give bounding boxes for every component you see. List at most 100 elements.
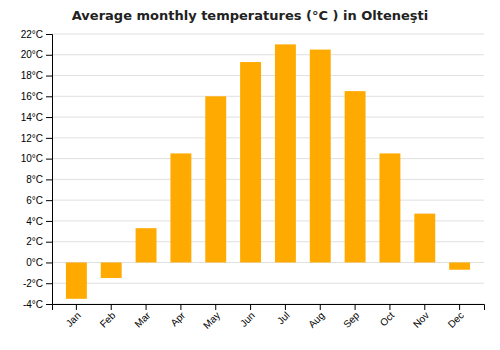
y-tick-mark <box>46 55 52 56</box>
y-tick-label: 4°C <box>26 216 43 227</box>
x-tick: Apr <box>168 304 187 328</box>
y-tick: 18°C <box>21 70 52 81</box>
y-tick-label: 14°C <box>21 112 43 123</box>
y-tick: 2°C <box>26 236 52 247</box>
y-tick: -2°C <box>23 278 52 289</box>
chart-container: -4°C -2°C 0°C 2°C 4°C 6°C 8°C 10°C 12°C 14°C 16°C 1… <box>0 0 500 350</box>
y-tick-label: 6°C <box>26 195 43 206</box>
x-tick-label: Dec <box>446 310 466 330</box>
bar <box>101 262 122 278</box>
x-tick: Oct <box>378 304 397 328</box>
y-tick-label: 22°C <box>21 29 43 40</box>
x-tick-label: Sep <box>341 309 362 330</box>
y-tick-label: 18°C <box>21 70 43 81</box>
y-tick: -4°C <box>23 299 52 310</box>
x-tick-label: Oct <box>378 310 397 329</box>
x-axis-line <box>53 305 485 311</box>
grid-line <box>52 54 484 55</box>
y-tick: 4°C <box>26 216 52 227</box>
y-axis: -4°C -2°C 0°C 2°C 4°C 6°C 8°C 10°C 12°C 14°C 16°C 1… <box>21 29 53 310</box>
y-tick: 12°C <box>21 133 52 144</box>
y-tick-label: 2°C <box>26 236 43 247</box>
grid-line <box>52 34 484 35</box>
y-tick-label: 16°C <box>21 91 43 102</box>
y-tick-label: 10°C <box>21 153 43 164</box>
y-tick: 0°C <box>26 257 52 268</box>
y-tick-mark <box>46 262 52 263</box>
y-tick-mark <box>46 76 52 77</box>
bar <box>345 91 366 262</box>
x-tick-label: Aug <box>306 310 326 330</box>
x-tick: Dec <box>446 304 466 330</box>
y-axis-line <box>46 35 53 305</box>
y-tick: 6°C <box>26 195 52 206</box>
y-tick-mark <box>46 242 52 243</box>
y-tick-mark <box>46 34 52 35</box>
x-tick-label: May <box>201 310 222 331</box>
x-tick: May <box>201 304 222 331</box>
x-tick-label: Feb <box>98 309 118 329</box>
x-tick: Jul <box>275 304 292 326</box>
grid <box>52 34 484 304</box>
bar <box>449 262 470 269</box>
grid-line <box>52 75 484 76</box>
grid-line <box>52 137 484 138</box>
x-tick: Mar <box>132 304 152 330</box>
y-tick-label: 8°C <box>26 174 43 185</box>
x-tick-label: Jun <box>238 310 257 329</box>
x-tick-mark <box>146 304 147 310</box>
y-tick-mark <box>46 179 52 180</box>
bar <box>170 153 191 262</box>
grid-line <box>52 158 484 159</box>
bar <box>66 262 87 298</box>
x-tick: Aug <box>306 304 326 330</box>
y-tick: 20°C <box>21 49 52 60</box>
y-tick-label: -2°C <box>23 278 43 289</box>
y-tick-label: -4°C <box>23 299 43 310</box>
x-tick: Nov <box>411 304 431 330</box>
x-tick: Feb <box>98 304 118 330</box>
x-tick-mark <box>389 304 390 310</box>
bar <box>310 50 331 263</box>
x-tick: Sep <box>341 304 362 330</box>
x-tick-label: Apr <box>168 309 187 328</box>
y-tick-label: 12°C <box>21 133 43 144</box>
bars <box>66 44 470 298</box>
x-tick-mark <box>215 304 216 310</box>
plot: -4°C -2°C 0°C 2°C 4°C 6°C 8°C 10°C 12°C 14°C 16°C 1… <box>21 29 485 331</box>
x-axis: Jan Feb Mar Apr May Jun Jul Aug Sep Oct Nov Dec <box>53 304 485 331</box>
y-tick: 22°C <box>21 29 52 40</box>
bar <box>205 96 226 262</box>
chart-svg: -4°C -2°C 0°C 2°C 4°C 6°C 8°C 10°C 12°C 14°C 16°C 1… <box>0 0 500 350</box>
grid-line <box>52 96 484 97</box>
y-tick-mark <box>46 96 52 97</box>
x-tick: Jun <box>238 304 257 329</box>
y-tick-mark <box>46 283 52 284</box>
y-tick: 10°C <box>21 153 52 164</box>
y-tick-mark <box>46 304 52 305</box>
y-tick-mark <box>46 221 52 222</box>
x-tick-mark <box>424 304 425 310</box>
bar <box>240 62 261 262</box>
x-tick-mark <box>250 304 251 310</box>
y-tick-mark <box>46 117 52 118</box>
bar <box>379 153 400 262</box>
x-tick-mark <box>355 304 356 310</box>
x-tick-mark <box>180 304 181 310</box>
y-tick-label: 0°C <box>26 257 43 268</box>
y-tick-mark <box>46 138 52 139</box>
x-tick-mark <box>285 304 286 310</box>
x-tick: Jan <box>64 304 83 329</box>
y-tick-label: 20°C <box>21 49 43 60</box>
y-tick-mark <box>46 200 52 201</box>
x-tick-label: Jan <box>64 310 83 329</box>
bar <box>275 44 296 262</box>
x-tick-label: Nov <box>411 310 431 330</box>
x-tick-mark <box>111 304 112 310</box>
x-tick-mark <box>76 304 77 310</box>
grid-line <box>52 200 484 201</box>
y-tick: 14°C <box>21 112 52 123</box>
x-tick-mark <box>320 304 321 310</box>
grid-line <box>52 179 484 180</box>
grid-line <box>52 283 484 284</box>
